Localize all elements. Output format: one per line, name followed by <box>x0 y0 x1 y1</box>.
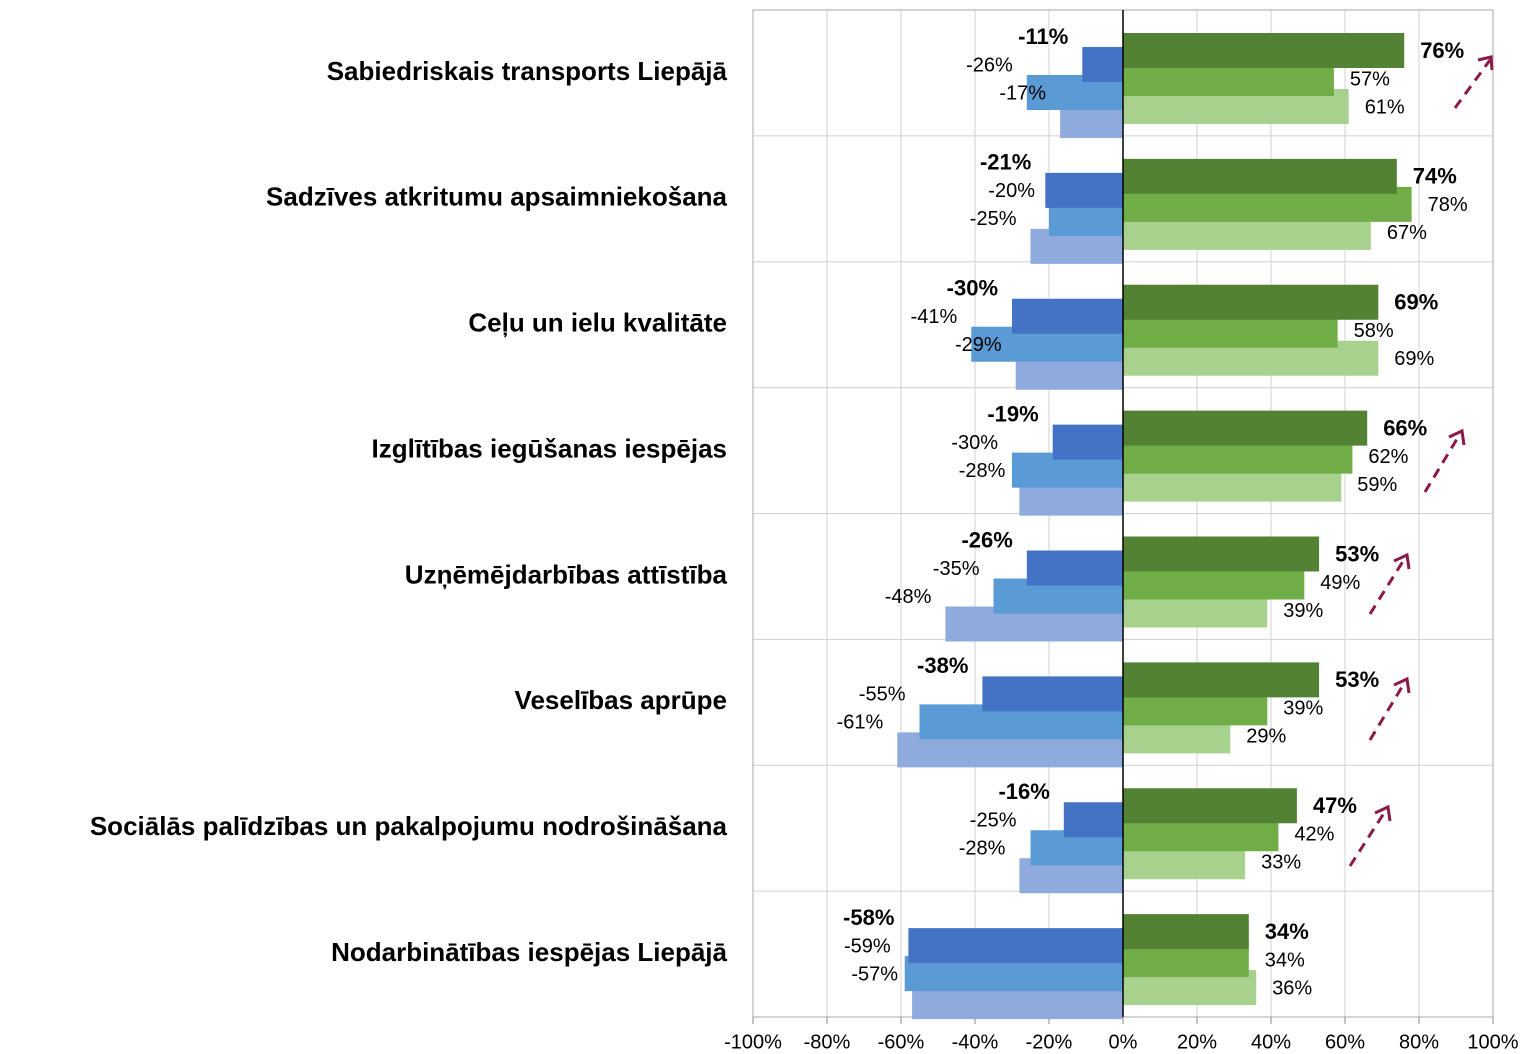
category-label: Ceļu un ielu kvalitāte <box>468 308 727 338</box>
data-label: 59% <box>1357 474 1397 496</box>
bar <box>1123 158 1397 194</box>
data-label: -11% <box>1018 24 1068 49</box>
bar <box>1082 47 1123 82</box>
data-label: 47% <box>1313 793 1357 818</box>
data-label: 78% <box>1428 194 1468 216</box>
data-label: 62% <box>1368 446 1408 468</box>
x-tick-label: 0% <box>1109 1031 1138 1053</box>
data-label: 34% <box>1265 919 1309 944</box>
data-label: 53% <box>1335 541 1379 566</box>
data-label: -26% <box>966 54 1013 76</box>
data-label: 57% <box>1350 68 1390 90</box>
arrow <box>1368 557 1407 615</box>
data-label: -16% <box>998 779 1049 804</box>
data-label: -57% <box>851 963 898 985</box>
bar <box>1123 33 1405 68</box>
data-label: -26% <box>961 527 1012 552</box>
data-label: -28% <box>959 460 1006 482</box>
category-label: Izglītības iegūšanas iespējas <box>372 433 727 463</box>
data-label: 74% <box>1413 164 1457 189</box>
arrow <box>1423 433 1462 493</box>
arrow-head <box>1393 552 1411 570</box>
data-label: 39% <box>1283 698 1323 720</box>
data-label: -25% <box>970 810 1017 832</box>
data-label: 53% <box>1335 667 1379 692</box>
x-tick-label: 100% <box>1467 1031 1518 1053</box>
data-label: -28% <box>959 838 1006 860</box>
bar <box>1052 424 1123 460</box>
data-label: 42% <box>1294 824 1334 846</box>
data-label: -19% <box>987 401 1038 426</box>
category-label: Sabiedriskais transports Liepājā <box>327 56 728 86</box>
bar <box>1026 550 1123 586</box>
data-label: 69% <box>1394 348 1434 370</box>
data-label: 66% <box>1383 415 1427 440</box>
x-tick-label: 20% <box>1177 1031 1217 1053</box>
data-label: -48% <box>885 586 932 608</box>
data-label: -17% <box>999 82 1046 104</box>
category-label: Nodarbinātības iespējas Liepājā <box>331 937 727 967</box>
bar <box>1063 802 1123 838</box>
arrow <box>1348 809 1388 867</box>
data-label: -20% <box>988 180 1035 202</box>
data-label: -35% <box>933 558 980 580</box>
x-tick-label: 40% <box>1251 1031 1291 1053</box>
data-label: 36% <box>1272 977 1312 999</box>
data-label: 76% <box>1420 38 1464 63</box>
data-label: -30% <box>947 276 998 301</box>
x-tick-label: 80% <box>1399 1031 1439 1053</box>
data-label: 34% <box>1265 949 1305 971</box>
bar <box>1123 536 1320 572</box>
x-tick-label: -80% <box>804 1031 851 1053</box>
bar <box>1123 788 1297 824</box>
data-label: 69% <box>1394 290 1438 315</box>
bar <box>982 676 1123 712</box>
trend-arrows <box>1348 55 1494 867</box>
data-label: -38% <box>917 653 968 678</box>
arrow-head <box>1448 428 1466 446</box>
data-label: 49% <box>1320 572 1360 594</box>
data-label: 61% <box>1365 96 1405 118</box>
arrow <box>1368 681 1407 741</box>
category-label: Veselības aprūpe <box>515 685 727 715</box>
bar <box>1045 172 1123 208</box>
bar <box>1123 410 1368 446</box>
data-label: -59% <box>844 935 891 957</box>
category-label: Sadzīves atkritumu apsaimniekošana <box>266 182 728 212</box>
data-label: 29% <box>1246 726 1286 748</box>
arrow <box>1453 59 1492 109</box>
data-label: -41% <box>911 306 958 328</box>
data-label: 39% <box>1283 600 1323 622</box>
arrow-head <box>1393 676 1411 694</box>
data-label: -30% <box>951 432 998 454</box>
bar <box>1012 298 1123 334</box>
arrow-head <box>1374 804 1392 822</box>
data-label: -55% <box>859 684 906 706</box>
x-tick-label: -40% <box>952 1031 999 1053</box>
data-label: -25% <box>970 208 1017 230</box>
data-label: -58% <box>843 905 894 930</box>
arrow-head <box>1477 55 1494 71</box>
x-tick-label: 60% <box>1325 1031 1365 1053</box>
bar <box>908 928 1123 964</box>
data-label: -21% <box>980 150 1031 175</box>
x-tick-label: -20% <box>1026 1031 1073 1053</box>
category-label: Uzņēmējdarbības attīstība <box>405 559 728 589</box>
data-label: -29% <box>955 334 1002 356</box>
data-label: 58% <box>1354 320 1394 342</box>
bar <box>1123 914 1249 950</box>
data-label: 67% <box>1387 222 1427 244</box>
data-label: -61% <box>837 712 884 734</box>
x-tick-label: -60% <box>878 1031 925 1053</box>
category-label: Sociālās palīdzības un pakalpojumu nodro… <box>90 811 728 841</box>
bar <box>1123 662 1320 698</box>
x-tick-label: -100% <box>724 1031 782 1053</box>
bar <box>1123 284 1379 320</box>
data-label: 33% <box>1261 852 1301 874</box>
